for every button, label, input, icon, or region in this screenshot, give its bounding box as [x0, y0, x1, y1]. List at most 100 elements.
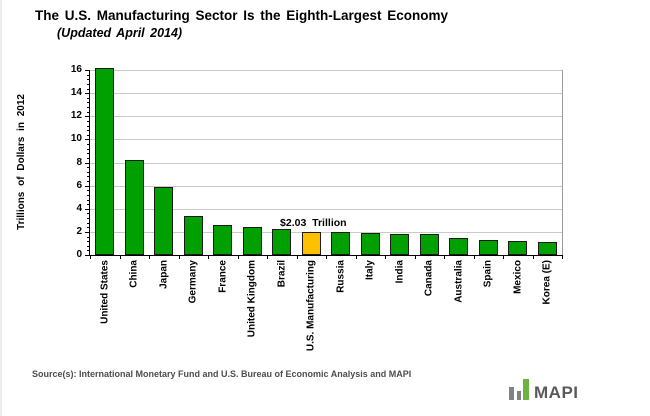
- x-tick-label: Korea (E): [541, 260, 553, 305]
- y-axis-major-tick: [85, 231, 90, 233]
- x-tick-label: United States: [99, 260, 111, 324]
- gridline: [90, 116, 562, 118]
- x-axis-category-tick: [355, 256, 357, 259]
- y-axis-major-tick: [85, 116, 90, 118]
- bar-china: [124, 160, 144, 255]
- y-axis-minor-tick: [87, 167, 90, 169]
- y-axis-line: [89, 70, 90, 256]
- x-axis-category-tick: [208, 256, 209, 259]
- mapi-logo-bar-icon: [509, 387, 514, 400]
- x-axis-category-tick: [444, 256, 445, 259]
- highlight-annotation: $2.03 Trillion: [280, 217, 347, 229]
- x-axis-category-tick: [267, 256, 268, 259]
- x-axis-category-tick: [119, 256, 121, 259]
- bar-brazil: [272, 229, 292, 255]
- y-axis-minor-tick: [87, 134, 90, 136]
- mapi-logo-bar-icon: [517, 391, 521, 400]
- bar-korea-e-: [537, 242, 557, 255]
- x-axis-category-tick: [473, 256, 475, 259]
- y-axis-major-tick: [85, 208, 90, 210]
- y-axis-minor-tick: [87, 130, 90, 132]
- y-axis-minor-tick: [87, 176, 90, 178]
- y-axis-minor-tick: [87, 157, 90, 159]
- x-tick-label: Canada: [423, 260, 435, 297]
- gridline: [90, 208, 562, 210]
- y-axis-minor-tick: [87, 241, 90, 243]
- plot-right-border: [562, 70, 563, 256]
- bar-united-states: [95, 67, 115, 255]
- y-tick-label: 12: [70, 110, 82, 122]
- bar-canada: [419, 234, 439, 255]
- source-text: Source(s): International Monetary Fund a…: [32, 369, 412, 379]
- y-axis-minor-tick: [87, 171, 90, 173]
- y-tick-label: 16: [70, 64, 82, 75]
- bar-russia: [331, 231, 351, 255]
- gridline: [90, 185, 562, 187]
- x-axis-category-tick: [178, 256, 180, 259]
- y-axis-minor-tick: [87, 107, 90, 108]
- x-axis-category-tick: [562, 256, 563, 259]
- y-axis-minor-tick: [87, 222, 90, 224]
- mapi-logo-text: MAPI: [534, 383, 579, 402]
- x-tick-label: U.S. Manufacturing: [305, 260, 317, 352]
- y-tick-label: 14: [70, 87, 82, 99]
- x-axis-category-tick: [237, 256, 239, 259]
- y-axis-minor-tick: [87, 245, 90, 247]
- y-tick-label: 0: [76, 249, 82, 260]
- y-axis-minor-tick: [87, 102, 90, 104]
- y-axis-minor-tick: [87, 74, 90, 76]
- y-axis-minor-tick: [87, 153, 90, 155]
- chart-subtitle: (Updated April 2014): [57, 26, 183, 40]
- bar-italy: [360, 232, 380, 255]
- y-axis-minor-tick: [87, 144, 90, 145]
- x-axis-category-tick: [532, 256, 534, 259]
- y-axis-minor-tick: [87, 204, 90, 206]
- y-axis-minor-tick: [87, 120, 90, 122]
- y-axis-minor-tick: [87, 218, 90, 219]
- gridline: [90, 162, 562, 164]
- y-axis-minor-tick: [87, 111, 90, 113]
- y-axis-minor-tick: [87, 213, 90, 215]
- x-tick-label: Germany: [187, 260, 199, 304]
- bar-japan: [154, 186, 174, 255]
- y-tick-label: 8: [76, 156, 82, 168]
- y-axis-major-tick: [85, 162, 90, 164]
- x-axis-category-tick: [296, 256, 298, 259]
- x-tick-label: India: [394, 260, 406, 284]
- x-tick-label: France: [217, 260, 229, 293]
- x-tick-label: Mexico: [512, 260, 524, 294]
- bar-germany: [183, 215, 203, 255]
- x-axis-category-tick: [149, 256, 150, 259]
- x-axis-category-tick: [326, 256, 327, 259]
- x-tick-label: Italy: [364, 260, 376, 281]
- y-axis-title: Trillions of Dollars in 2012: [16, 94, 27, 230]
- bar-u-s-manufacturing: [301, 231, 321, 255]
- y-tick-label: 6: [76, 179, 82, 191]
- bar-spain: [478, 240, 498, 255]
- bar-united-kingdom: [242, 226, 262, 255]
- bar-india: [390, 234, 410, 255]
- mapi-logo-bar-icon: [523, 379, 529, 400]
- gridline: [90, 93, 562, 95]
- x-tick-label: Japan: [158, 260, 170, 289]
- y-axis-minor-tick: [87, 83, 90, 85]
- y-axis-minor-tick: [87, 250, 90, 252]
- x-tick-label: Australia: [453, 260, 465, 303]
- x-axis-category-tick: [414, 256, 416, 259]
- y-axis-minor-tick: [87, 194, 90, 196]
- y-axis-minor-tick: [87, 88, 90, 90]
- y-axis-minor-tick: [87, 181, 90, 182]
- x-tick-label: Russia: [335, 260, 347, 293]
- y-axis-minor-tick: [87, 97, 90, 99]
- bar-france: [213, 224, 233, 255]
- y-tick-label: 2: [76, 225, 82, 237]
- y-tick-label: 4: [76, 202, 82, 214]
- y-axis-minor-tick: [87, 199, 90, 201]
- gridline: [90, 70, 562, 71]
- y-axis-major-tick: [85, 185, 90, 187]
- bar-australia: [449, 237, 469, 255]
- y-axis-major-tick: [85, 255, 90, 256]
- chart-title: The U.S. Manufacturing Sector Is the Eig…: [35, 8, 449, 23]
- y-axis-minor-tick: [87, 227, 90, 229]
